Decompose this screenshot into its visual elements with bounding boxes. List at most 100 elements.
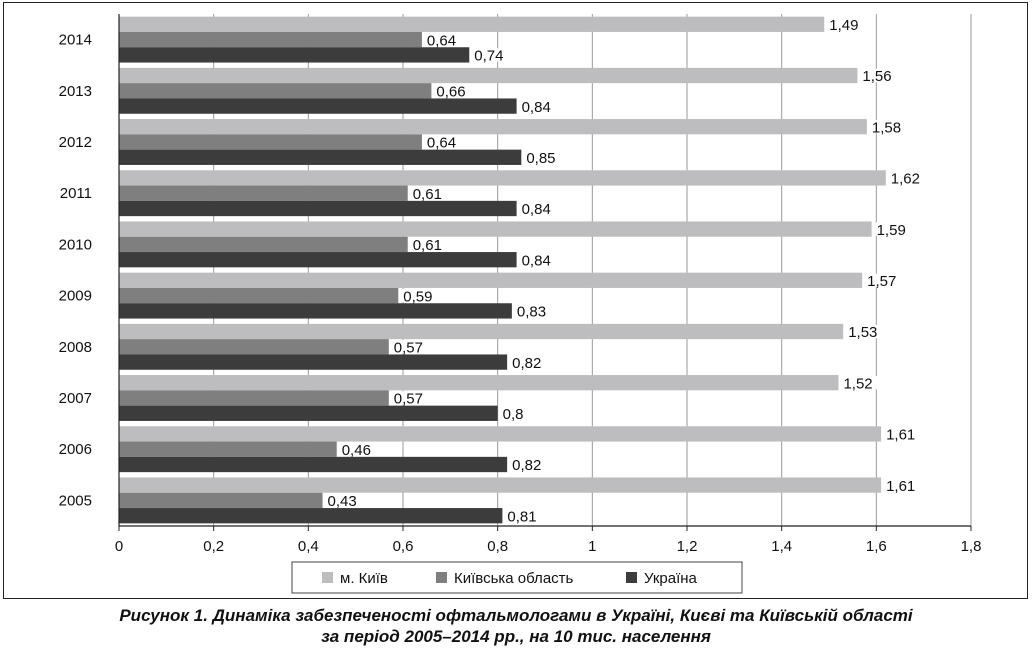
bar	[119, 119, 867, 135]
data-label: 0,81	[507, 508, 536, 525]
y-tick-label: 2011	[60, 185, 92, 202]
data-label-bg	[337, 442, 380, 456]
data-label: 1,62	[891, 171, 920, 188]
y-tick-label: 2008	[59, 339, 92, 356]
bar	[119, 134, 422, 150]
data-label-bg	[522, 150, 564, 164]
data-label: 0,59	[403, 288, 432, 305]
data-label-bg	[858, 68, 900, 83]
legend-label: м. Київ	[340, 570, 388, 587]
y-tick-label: 2014	[59, 32, 92, 49]
data-label: 0,82	[512, 457, 541, 474]
x-tick-label: 1,4	[771, 538, 792, 555]
data-label-bg	[839, 376, 882, 390]
data-label-bg	[389, 340, 432, 354]
data-label-bg	[408, 186, 451, 200]
data-label: 1,49	[829, 17, 858, 34]
bar	[119, 200, 517, 217]
data-label-bg	[886, 171, 929, 185]
legend-label: Київська область	[454, 570, 574, 587]
x-tick-label: 0	[115, 538, 123, 555]
bar	[119, 170, 886, 186]
data-label-bg	[408, 237, 451, 252]
data-label: 1,52	[843, 375, 872, 392]
data-label-bg	[867, 120, 910, 134]
data-label-bg	[503, 509, 545, 523]
data-label-bg	[470, 48, 512, 62]
figure-caption: Рисунок 1. Динаміка забезпеченості офтал…	[0, 605, 1032, 647]
x-tick-label: 1,2	[677, 538, 698, 555]
y-tick-label: 2005	[59, 492, 92, 509]
data-label-bg	[882, 427, 924, 441]
y-tick-label: 2009	[59, 288, 92, 305]
data-label: 1,61	[886, 427, 915, 444]
y-tick-label: 2010	[59, 236, 92, 253]
bar	[119, 390, 389, 406]
legend-swatch	[626, 572, 637, 583]
bar	[119, 508, 503, 524]
legend-swatch	[436, 572, 447, 583]
data-label: 0,85	[526, 150, 555, 167]
bar	[119, 303, 512, 319]
caption-subtitle: за період 2005–2014 рр., на 10 тис. насе…	[321, 627, 711, 646]
data-label-bg	[844, 324, 886, 339]
legend-label: Україна	[644, 570, 698, 587]
data-label: 1,57	[867, 273, 896, 290]
bar	[119, 252, 517, 268]
data-label: 1,61	[886, 478, 915, 495]
caption-title: Рисунок 1. Динаміка забезпеченості офтал…	[119, 606, 913, 625]
x-tick-label: 0,4	[298, 538, 319, 555]
data-label: 0,84	[522, 99, 551, 116]
bar	[119, 185, 408, 201]
bar	[119, 354, 508, 370]
bar	[119, 492, 323, 509]
data-label: 0,61	[413, 186, 442, 203]
bar	[119, 31, 422, 48]
legend-swatch	[322, 572, 333, 583]
data-label: 0,57	[394, 391, 423, 408]
data-label: 0,8	[503, 406, 524, 423]
data-label-bg	[825, 17, 867, 31]
x-tick-label: 1	[588, 538, 596, 555]
y-tick-label: 2013	[59, 83, 92, 100]
data-label: 0,84	[522, 201, 551, 218]
data-label-bg	[323, 493, 366, 508]
bar	[119, 339, 389, 355]
bar	[119, 441, 337, 457]
data-label-bg	[399, 288, 441, 303]
data-label: 1,56	[862, 68, 891, 85]
data-label-bg	[517, 201, 560, 216]
data-label: 0,64	[427, 135, 456, 152]
data-label: 1,58	[872, 119, 901, 136]
y-tick-label: 2007	[59, 390, 92, 407]
y-tick-label: 2012	[59, 134, 92, 151]
bar	[119, 47, 470, 63]
data-label: 0,84	[522, 252, 551, 269]
data-label-bg	[517, 99, 560, 113]
bar	[119, 323, 844, 340]
data-label: 0,46	[342, 442, 371, 459]
bar	[119, 456, 508, 473]
bar	[119, 221, 872, 237]
bar	[119, 477, 882, 493]
data-label-bg	[517, 253, 560, 267]
bar	[119, 98, 517, 114]
bar	[119, 287, 399, 304]
data-label-bg	[422, 32, 465, 47]
bar	[119, 236, 408, 253]
x-tick-label: 0,8	[487, 538, 508, 555]
bar	[119, 405, 498, 421]
data-label-bg	[882, 478, 924, 492]
data-label-bg	[872, 222, 915, 236]
bar-chart: 20051,610,430,8120061,610,460,8220071,52…	[59, 14, 981, 594]
data-label-bg	[422, 135, 465, 149]
data-label-bg	[389, 391, 432, 405]
data-label: 0,61	[413, 237, 442, 254]
x-tick-label: 0,2	[203, 538, 224, 555]
data-label: 1,53	[848, 324, 877, 341]
data-label: 0,66	[436, 83, 465, 100]
data-label: 0,57	[394, 339, 423, 356]
bar	[119, 67, 858, 84]
bar	[119, 16, 825, 32]
y-tick-label: 2006	[59, 441, 92, 458]
